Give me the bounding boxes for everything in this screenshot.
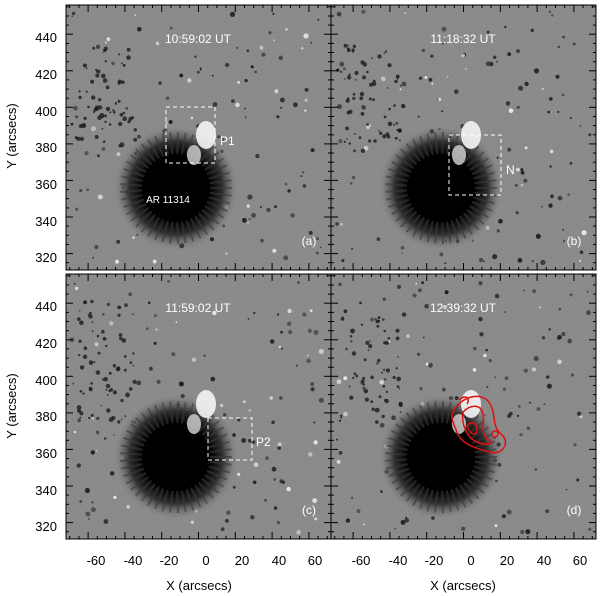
panel-a: 10:59:02 UT (a) P1 AR 11314 bbox=[65, 4, 332, 271]
x-tick-label: 20 bbox=[500, 553, 514, 568]
x-tick-label: 20 bbox=[235, 553, 249, 568]
y-tick-label: 400 bbox=[35, 373, 57, 388]
y-tick-label: 380 bbox=[35, 409, 57, 424]
panel-ticks bbox=[331, 5, 596, 270]
y-tick-label: 320 bbox=[35, 250, 57, 265]
panel-letter: (c) bbox=[302, 503, 316, 517]
x-tick-label: -40 bbox=[124, 553, 143, 568]
panel-time: 11:59:02 UT bbox=[165, 301, 231, 315]
penumbra-filaments bbox=[385, 131, 497, 245]
y-tick-label: 320 bbox=[35, 519, 57, 534]
y-tick-label: 340 bbox=[35, 214, 57, 229]
x-tick-label: -20 bbox=[425, 553, 444, 568]
flare-contours bbox=[451, 395, 507, 454]
region-box bbox=[165, 106, 216, 164]
positive-polarity-patch bbox=[187, 390, 216, 434]
y-tick-label: 440 bbox=[35, 30, 57, 45]
penumbra-filaments bbox=[120, 131, 232, 245]
y-tick-label: 360 bbox=[35, 177, 57, 192]
positive-polarity-patch bbox=[187, 121, 216, 165]
y-tick-labels-top: 440 420 400 380 360 340 320 bbox=[35, 30, 57, 265]
y-tick-label: 420 bbox=[35, 67, 57, 82]
x-tick-label: 40 bbox=[537, 553, 551, 568]
y-tick-label: 440 bbox=[35, 299, 57, 314]
y-tick-label: 360 bbox=[35, 446, 57, 461]
y-tick-label: 340 bbox=[35, 483, 57, 498]
x-tick-labels-right: -60 -40 -20 0 20 40 60 bbox=[352, 553, 588, 568]
x-tick-label: 40 bbox=[272, 553, 286, 568]
panel-letter: (a) bbox=[302, 234, 317, 248]
x-tick-label: 0 bbox=[202, 553, 209, 568]
x-axis-label-left: X (arcsecs) bbox=[166, 578, 232, 593]
sunspot-umbra bbox=[143, 424, 209, 490]
y-axis-label-bottom: Y (arcsecs) bbox=[4, 373, 19, 439]
contour-core bbox=[466, 421, 478, 435]
panel-time: 12:39:32 UT bbox=[430, 301, 497, 315]
sunspot-umbra bbox=[143, 155, 209, 221]
penumbra-filaments bbox=[385, 400, 497, 514]
panel-time: 11:18:32 UT bbox=[430, 32, 496, 46]
network-fragments bbox=[70, 11, 322, 264]
x-tick-label: 60 bbox=[573, 553, 587, 568]
panel-ticks bbox=[66, 5, 331, 270]
x-tick-label: -20 bbox=[160, 553, 179, 568]
active-region-label: AR 11314 bbox=[146, 195, 190, 206]
x-tick-label: -60 bbox=[87, 553, 106, 568]
region-box-label: P1 bbox=[220, 134, 235, 148]
penumbra-filaments bbox=[120, 400, 232, 514]
x-tick-label: 60 bbox=[308, 553, 322, 568]
contour-inner bbox=[461, 405, 492, 445]
x-tick-label: 0 bbox=[467, 553, 474, 568]
region-box-label: P2 bbox=[256, 435, 271, 449]
panel-letter: (b) bbox=[567, 234, 582, 248]
x-tick-label: -40 bbox=[389, 553, 408, 568]
panel-c: 11:59:02 UT (c) P2 bbox=[65, 273, 332, 540]
x-tick-label: -60 bbox=[352, 553, 371, 568]
y-tick-label: 420 bbox=[35, 336, 57, 351]
panel-ticks bbox=[331, 274, 596, 539]
panel-letter: (d) bbox=[567, 503, 582, 517]
contour-outer bbox=[451, 395, 507, 454]
panel-time: 10:59:02 UT bbox=[165, 32, 232, 46]
x-tick-labels-left: -60 -40 -20 0 20 40 60 bbox=[87, 553, 323, 568]
sunspot-umbra bbox=[408, 155, 474, 221]
y-tick-label: 380 bbox=[35, 140, 57, 155]
contour-fragment bbox=[458, 396, 470, 405]
contour-small bbox=[491, 430, 499, 438]
region-box bbox=[207, 417, 253, 461]
panel-d: 12:39:32 UT (d) bbox=[330, 273, 597, 540]
y-tick-label: 400 bbox=[35, 104, 57, 119]
panel-b: 11:18:32 UT (b) N bbox=[330, 4, 597, 271]
sunspot-umbra bbox=[408, 424, 474, 490]
y-axis-label-top: Y (arcsecs) bbox=[4, 103, 19, 169]
y-tick-labels-bottom: 440 420 400 380 360 340 320 bbox=[35, 299, 57, 534]
x-axis-label-right: X (arcsecs) bbox=[430, 578, 496, 593]
region-box-label: N bbox=[506, 163, 515, 177]
